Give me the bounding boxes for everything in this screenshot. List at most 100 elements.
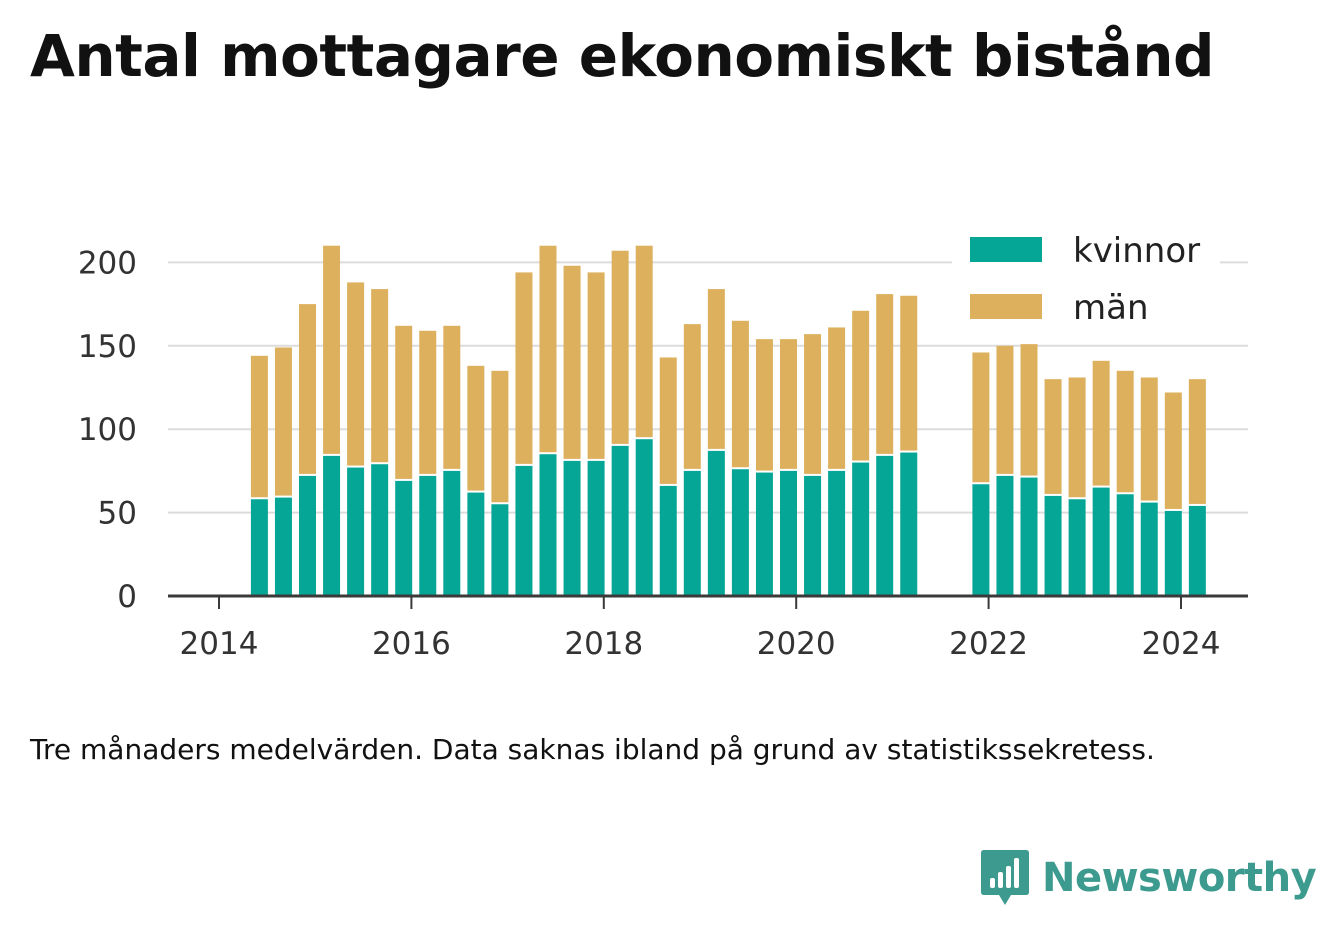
bar-man: [419, 330, 437, 474]
bar-man: [467, 365, 485, 491]
bar-man: [1044, 379, 1062, 494]
bar-man: [659, 357, 677, 484]
bar-kvinnor: [250, 499, 268, 596]
chart-footnote: Tre månaders medelvärden. Data saknas ib…: [30, 733, 1155, 766]
bar-kvinnor: [274, 497, 292, 596]
bar-kvinnor: [683, 470, 701, 596]
bar-kvinnor: [852, 462, 870, 596]
bar-kvinnor: [467, 492, 485, 596]
bar-kvinnor: [828, 470, 846, 596]
bar-man: [996, 345, 1014, 474]
y-tick-label: 200: [78, 245, 137, 281]
bar-chart-speech-bubble-icon: [981, 850, 1029, 905]
bar-kvinnor: [659, 485, 677, 596]
bar-kvinnor: [755, 472, 773, 596]
bar-kvinnor: [539, 454, 557, 596]
bar-man: [876, 294, 894, 454]
legend-swatch: [970, 237, 1042, 262]
legend-label: kvinnor: [1073, 231, 1200, 271]
bar-man: [804, 334, 822, 474]
bar-man: [1140, 377, 1158, 501]
x-tick-label: 2016: [372, 626, 451, 662]
bar-kvinnor: [804, 475, 822, 596]
bar-man: [828, 327, 846, 469]
bar-kvinnor: [323, 455, 341, 596]
bar-man: [491, 370, 509, 503]
x-tick-label: 2022: [949, 626, 1028, 662]
bar-man: [683, 324, 701, 469]
bar-man: [539, 245, 557, 453]
bar-kvinnor: [491, 504, 509, 596]
bar-man: [371, 289, 389, 463]
bar-kvinnor: [635, 439, 653, 596]
legend-label: män: [1073, 288, 1149, 328]
bar-man: [1068, 377, 1086, 498]
bar-kvinnor: [419, 475, 437, 596]
x-tick-label: 2014: [180, 626, 259, 662]
bars: [250, 245, 1206, 596]
bar-kvinnor: [972, 484, 990, 596]
bar-kvinnor: [1116, 494, 1134, 596]
bar-man: [1116, 370, 1134, 493]
bar-kvinnor: [1164, 510, 1182, 596]
bar-kvinnor: [515, 465, 533, 596]
y-tick-label: 0: [117, 579, 137, 615]
bar-man: [395, 325, 413, 479]
y-tick-label: 100: [78, 412, 137, 448]
bar-man: [611, 250, 629, 444]
bar-man: [587, 272, 605, 459]
axes: 0 50 100 150 200 2014 2016 2018 2020 2022 2024: [78, 245, 1248, 662]
bar-man: [972, 352, 990, 483]
bar-man: [274, 347, 292, 496]
bar-man: [635, 245, 653, 438]
bar-kvinnor: [1188, 505, 1206, 596]
bar-kvinnor: [707, 450, 725, 596]
brand-name: Newsworthy: [1042, 855, 1317, 901]
bar-kvinnor: [731, 469, 749, 596]
bar-man: [755, 339, 773, 471]
x-tick-label: 2024: [1142, 626, 1221, 662]
bar-kvinnor: [299, 475, 317, 596]
bar-kvinnor: [780, 470, 798, 596]
bar-man: [443, 325, 461, 469]
bar-man: [1164, 392, 1182, 509]
stacked-bar-chart: 0 50 100 150 200 2014 2016 2018 2020 2022 2024 kvi…: [77, 225, 1248, 662]
legend: kvinnor män: [952, 225, 1220, 335]
bar-man: [347, 282, 365, 466]
bar-kvinnor: [900, 452, 918, 596]
bar-kvinnor: [1140, 502, 1158, 596]
brand-logo: Newsworthy: [980, 848, 1317, 908]
bar-man: [563, 265, 581, 459]
chart-title: Antal mottagare ekonomiskt bistånd: [30, 22, 1215, 90]
bar-man: [250, 355, 268, 498]
bar-man: [1020, 344, 1038, 476]
bar-man: [1092, 360, 1110, 486]
bar-man: [515, 272, 533, 464]
bar-kvinnor: [347, 467, 365, 596]
y-tick-label: 50: [98, 496, 137, 532]
bar-man: [323, 245, 341, 454]
bar-kvinnor: [395, 480, 413, 596]
y-tick-label: 150: [78, 329, 137, 365]
bar-kvinnor: [996, 475, 1014, 596]
bar-man: [1188, 379, 1206, 504]
legend-swatch: [970, 294, 1042, 319]
x-tick-label: 2018: [564, 626, 643, 662]
bar-kvinnor: [563, 460, 581, 596]
bar-kvinnor: [443, 470, 461, 596]
bar-kvinnor: [1068, 499, 1086, 596]
bar-man: [780, 339, 798, 469]
bar-man: [707, 289, 725, 449]
bar-kvinnor: [1020, 477, 1038, 596]
bar-kvinnor: [587, 460, 605, 596]
bar-man: [731, 320, 749, 468]
bar-man: [900, 295, 918, 451]
bar-kvinnor: [876, 455, 894, 596]
x-tick-label: 2020: [757, 626, 836, 662]
bar-man: [299, 304, 317, 474]
bar-kvinnor: [611, 445, 629, 596]
bar-kvinnor: [371, 464, 389, 596]
bar-kvinnor: [1092, 487, 1110, 596]
bar-kvinnor: [1044, 495, 1062, 596]
bar-man: [852, 310, 870, 461]
